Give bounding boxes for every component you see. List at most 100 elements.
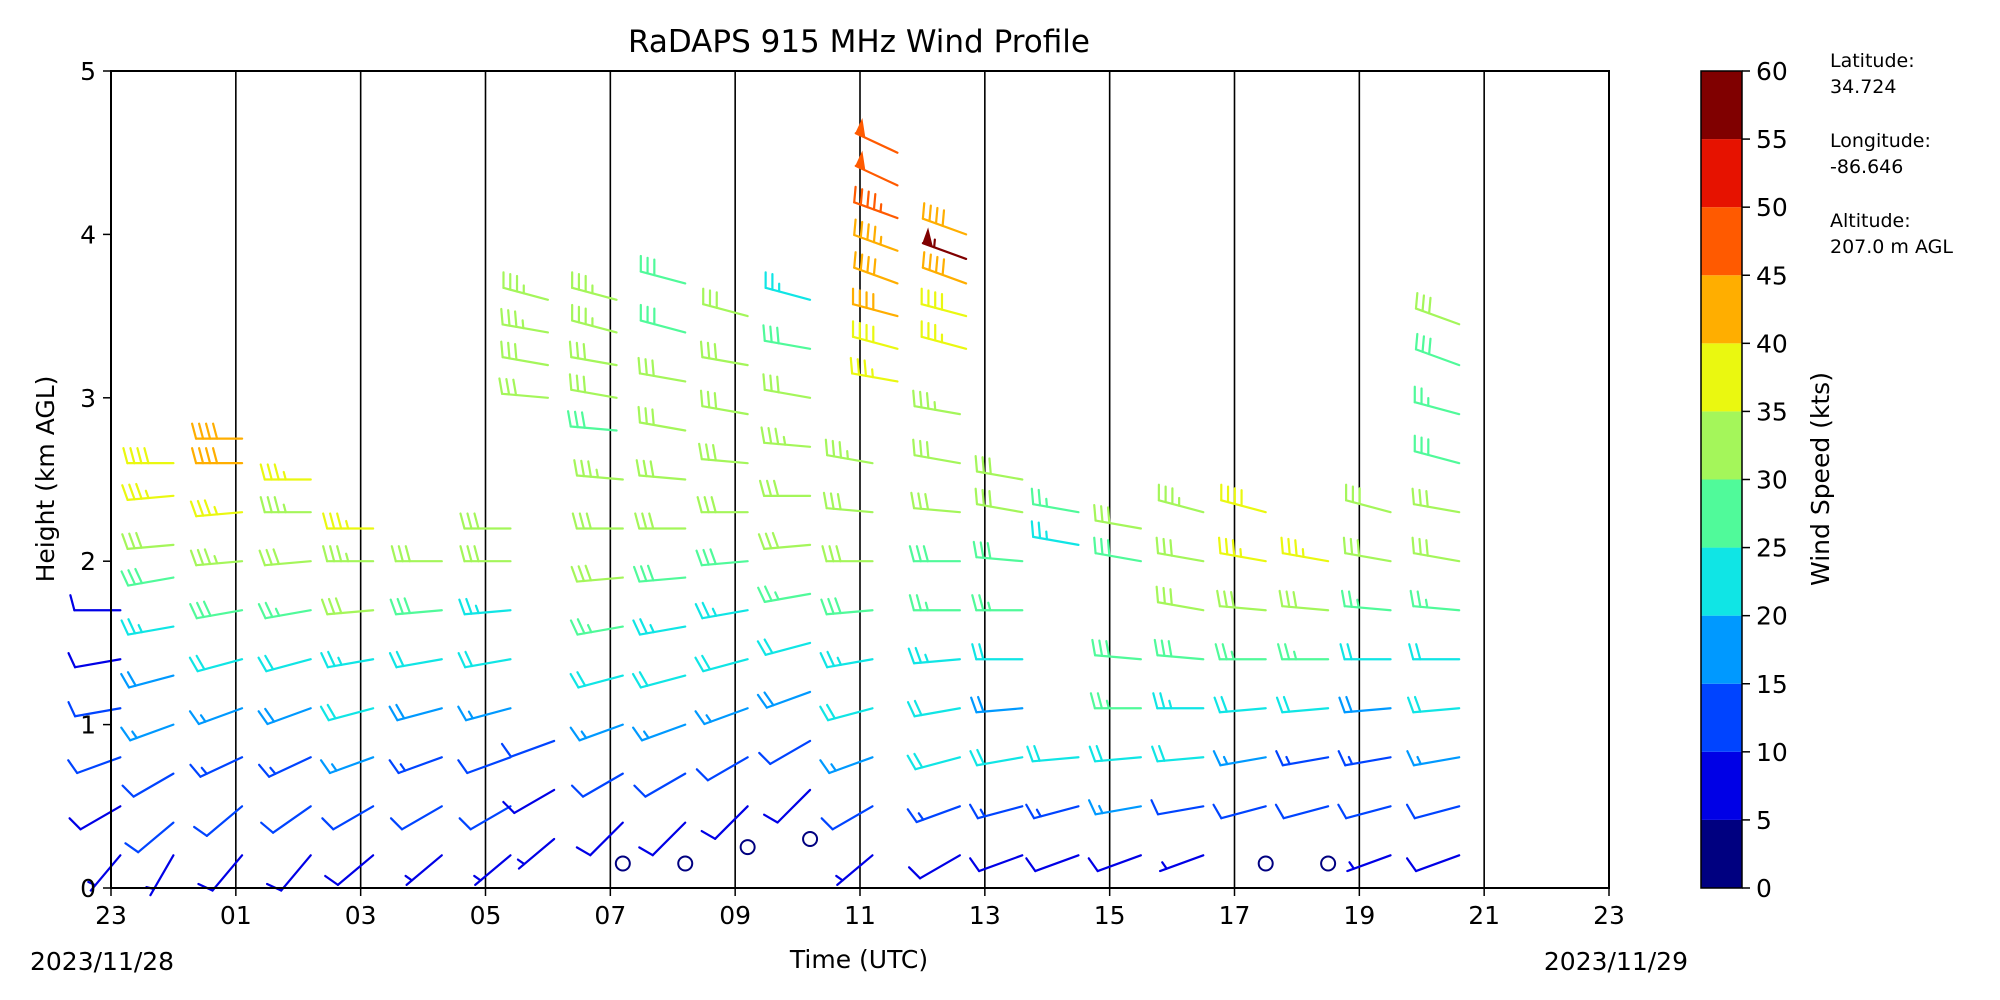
barb-staff: [400, 805, 443, 831]
barb-full-feather: [189, 500, 198, 518]
barb-full-feather: [1408, 643, 1415, 661]
barb-full-feather: [575, 374, 580, 393]
barb-full-feather: [1349, 537, 1354, 556]
barb-full-feather: [971, 643, 978, 661]
barb-full-feather: [1413, 695, 1422, 713]
barb-full-feather: [836, 492, 842, 511]
barb-full-feather: [1030, 520, 1035, 538]
wind-barb: [694, 654, 749, 673]
barb-full-feather: [969, 857, 981, 873]
wind-barb: [633, 564, 687, 583]
barb-staff: [831, 805, 874, 831]
barb-full-feather: [189, 603, 198, 620]
barb-full-feather: [1091, 638, 1097, 657]
wind-barb: [1406, 695, 1461, 714]
calm-circle: [739, 839, 756, 856]
colorbar-ticks: 0 5 10 15 20 25 30 35 40 45 50 55 60: [1742, 57, 1788, 903]
barb-full-feather: [701, 601, 711, 619]
barb-full-feather: [1087, 799, 1097, 816]
wind-barb: [322, 545, 375, 563]
wind-barb: [1025, 803, 1080, 820]
wind-barb: [389, 597, 443, 616]
wind-barb: [257, 654, 312, 673]
barb-staff: [132, 772, 175, 798]
barb-full-feather: [128, 532, 136, 550]
x-tick-label: 23: [1593, 901, 1625, 930]
barb-full-feather: [202, 600, 212, 617]
wind-barb: [1158, 854, 1205, 873]
barb-full-feather: [576, 618, 586, 635]
wind-barb: [969, 854, 1024, 873]
wind-barb: [970, 695, 1024, 714]
barb-full-feather: [326, 703, 337, 720]
barb-full-feather: [327, 650, 336, 668]
barb-full-feather: [856, 358, 861, 376]
wind-barb: [912, 438, 961, 465]
wind-barb: [638, 821, 687, 857]
wind-barb: [802, 830, 819, 847]
barb-full-feather: [921, 251, 926, 269]
y-axis-label: Height (km AGL): [31, 376, 60, 583]
barb-half-feather: [705, 714, 713, 723]
barb-full-feather: [388, 759, 400, 775]
barb-full-feather: [872, 258, 877, 276]
barb-full-feather: [258, 549, 267, 567]
barb-full-feather: [136, 447, 143, 465]
barb-staff: [513, 788, 556, 815]
barb-full-feather: [699, 340, 704, 359]
wind-barb: [569, 723, 624, 742]
barb-full-feather: [760, 426, 766, 444]
barb-full-feather: [584, 564, 593, 582]
barb-full-feather: [582, 375, 587, 394]
wind-barb: [910, 491, 961, 514]
wind-barb: [390, 545, 443, 563]
barb-half-feather: [846, 449, 849, 460]
barb-full-feather: [838, 441, 843, 459]
barb-full-feather: [577, 565, 586, 583]
barb-full-feather: [273, 463, 280, 481]
barb-staff: [1156, 805, 1205, 816]
colorbar-bin: [1701, 615, 1742, 684]
wind-barb: [571, 512, 624, 530]
wind-barb: [906, 699, 961, 718]
x-axis: 23 01 03 05 07 09 11 13 15 17 19 21 23: [95, 888, 1625, 930]
barb-full-feather: [324, 874, 340, 886]
barb-full-feather: [273, 496, 280, 514]
barb-half-feather: [399, 763, 407, 772]
barb-staff: [776, 788, 812, 824]
barb-full-feather: [974, 487, 979, 506]
barb-full-feather: [819, 705, 830, 722]
barb-full-feather: [915, 545, 922, 563]
colorbar-tick-label: 50: [1756, 193, 1788, 222]
barb-full-feather: [266, 463, 273, 481]
barb-full-feather: [928, 204, 932, 223]
barb-full-feather: [632, 726, 644, 742]
barb-full-feather: [1405, 857, 1418, 873]
barb-full-feather: [190, 422, 198, 440]
barb-full-feather: [872, 225, 877, 244]
barb-full-feather: [853, 218, 857, 237]
barb-full-feather: [819, 759, 831, 775]
barb-full-feather: [906, 754, 917, 771]
barb-half-feather: [330, 763, 338, 772]
wind-barb: [1153, 638, 1205, 661]
wind-barb: [260, 805, 312, 834]
wind-barb: [1213, 695, 1267, 714]
barb-half-feather: [879, 235, 883, 246]
barb-half-feather: [1222, 755, 1229, 766]
barb-full-feather: [569, 619, 579, 636]
altitude-label: Altitude:: [1830, 210, 1911, 232]
barb-full-feather: [1155, 536, 1160, 555]
wind-barb: [516, 837, 556, 870]
wind-barb: [907, 646, 961, 665]
barb-staff: [73, 707, 122, 718]
barb-full-feather: [763, 813, 779, 824]
wind-barb: [1087, 799, 1142, 816]
barb-full-feather: [1025, 803, 1036, 820]
barb-staff: [211, 854, 244, 892]
wind-barb: [1277, 643, 1330, 661]
barb-full-feather: [934, 206, 939, 225]
barb-full-feather: [907, 647, 916, 665]
barb-full-feather: [1169, 539, 1173, 557]
wind-barb: [702, 287, 749, 318]
